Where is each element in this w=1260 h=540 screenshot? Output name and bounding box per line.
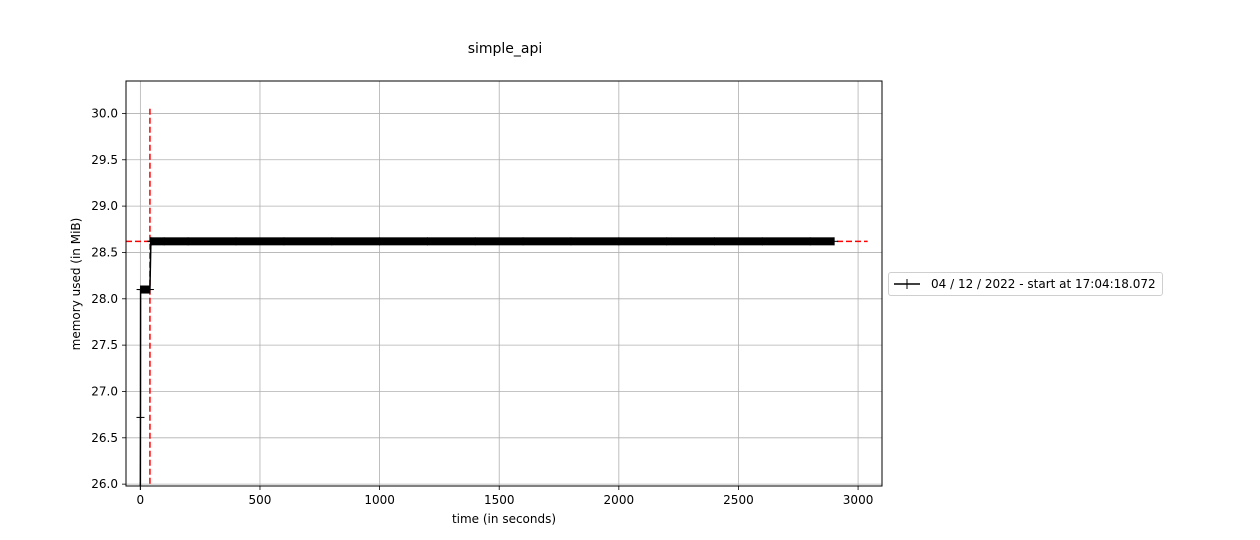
plot-area-frame	[125, 80, 883, 487]
y-tick-label: 28.0	[91, 292, 118, 306]
y-axis: 26.0 26.5 27.0 27.5 28.0 28.5 29.0 29.5 30.0	[91, 106, 126, 491]
y-tick-label: 29.0	[91, 199, 118, 213]
dense-marker-band	[149, 237, 835, 246]
series-layer	[136, 237, 839, 490]
y-tick-label: 27.5	[91, 338, 118, 352]
y-tick-label: 26.5	[91, 431, 118, 445]
data-point	[136, 413, 145, 422]
series-line	[139, 240, 835, 487]
x-tick-label: 500	[249, 493, 272, 507]
y-tick-label: 26.0	[91, 477, 118, 491]
legend: 04 / 12 / 2022 - start at 17:04:18.072	[888, 272, 1163, 296]
x-tick-label: 0	[137, 493, 145, 507]
chart-title: simple_api	[467, 41, 543, 57]
x-tick-label: 2500	[723, 493, 754, 507]
legend-line-marker	[894, 279, 920, 289]
x-axis-label: time (in seconds)	[452, 512, 556, 526]
dense-marker-band	[140, 285, 150, 294]
legend-entry-label: 04 / 12 / 2022 - start at 17:04:18.072	[931, 277, 1156, 291]
x-tick-label: 3000	[843, 493, 874, 507]
y-axis-label: memory used (in MiB)	[69, 218, 83, 351]
x-tick-label: 1500	[484, 493, 515, 507]
y-tick-label: 29.5	[91, 153, 118, 167]
y-tick-label: 28.5	[91, 245, 118, 259]
grid	[126, 81, 882, 486]
x-axis: 0 500 1000 1500 2000 2500 3000	[137, 486, 874, 507]
x-tick-label: 1000	[364, 493, 395, 507]
x-tick-label: 2000	[604, 493, 635, 507]
y-tick-label: 27.0	[91, 384, 118, 398]
reference-lines	[126, 108, 868, 486]
y-tick-label: 30.0	[91, 106, 118, 120]
